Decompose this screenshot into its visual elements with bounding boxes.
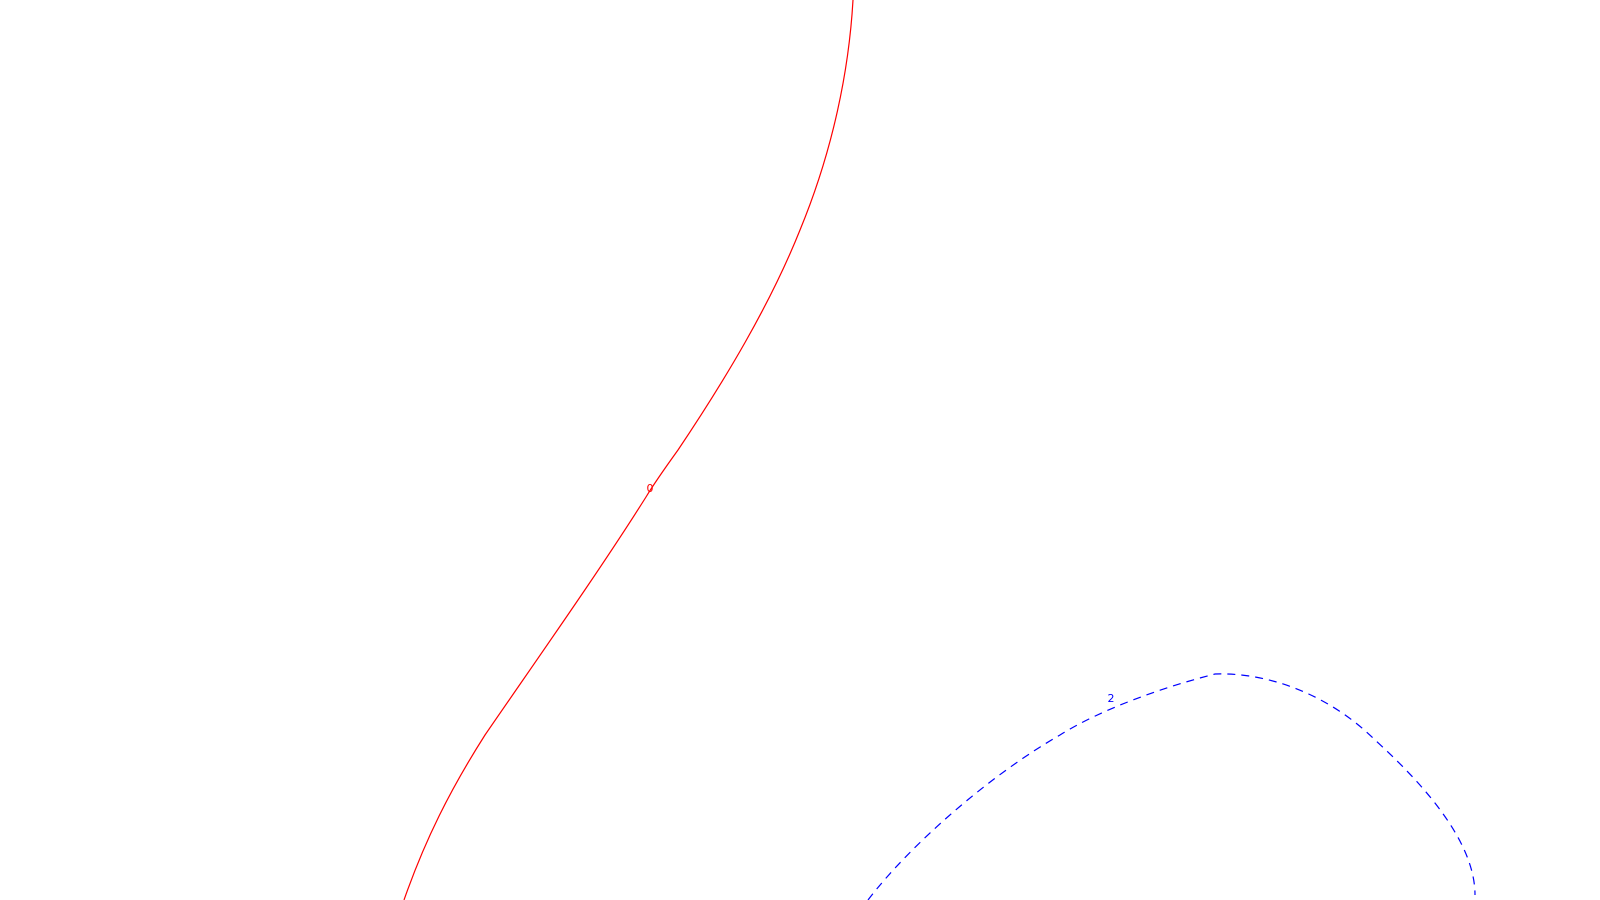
contour-2-label-gap — [1104, 690, 1118, 704]
contour-0-path — [403, 0, 854, 900]
contour-line-0: 0 — [403, 0, 854, 900]
contour-line-2: 2 — [867, 673, 1476, 900]
contour-2-label: 2 — [1108, 692, 1115, 705]
contour-2-path — [867, 673, 1476, 900]
contour-0-label: 0 — [647, 482, 654, 495]
